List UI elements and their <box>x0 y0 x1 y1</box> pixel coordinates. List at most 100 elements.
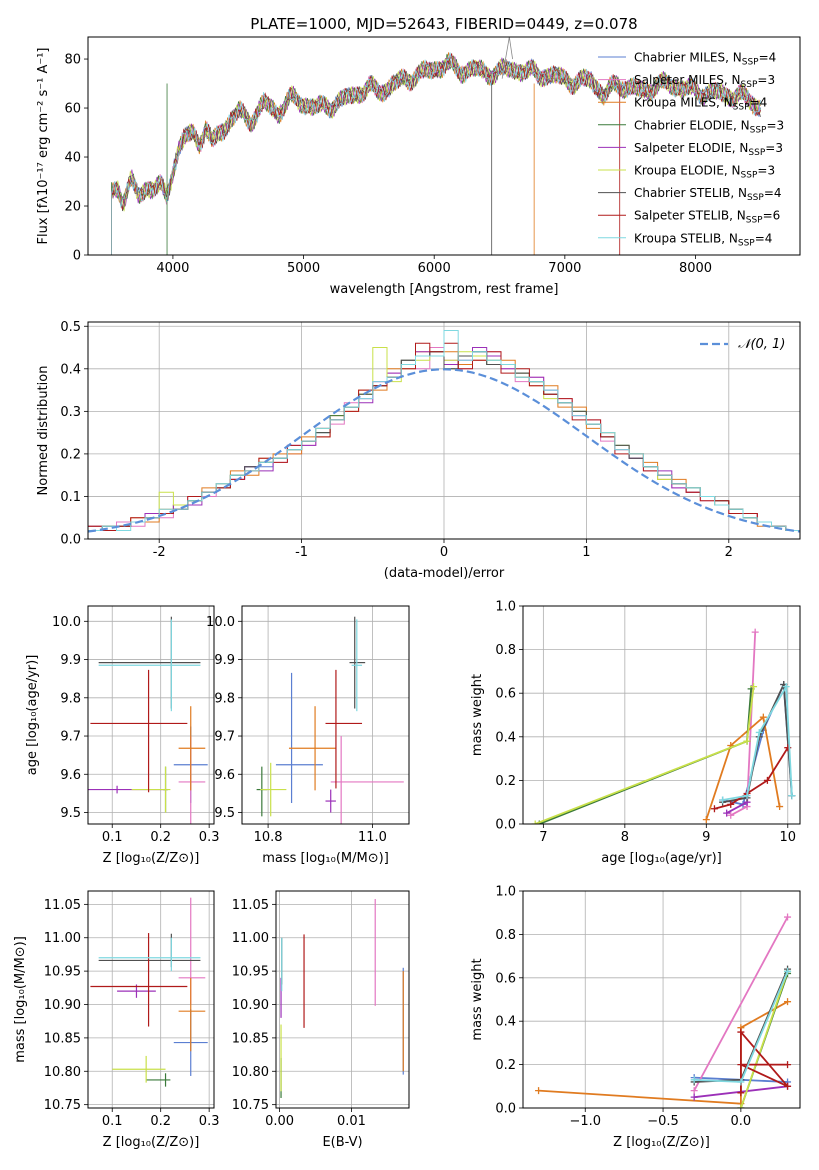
x-tick-label: 0.00 <box>265 1114 294 1129</box>
x-tick-label: 11.0 <box>358 830 387 845</box>
weight-marker <box>702 816 710 824</box>
weight-marker <box>535 1087 543 1095</box>
x-tick-label: -2 <box>153 545 166 560</box>
y-tick-label: 0.3 <box>60 405 81 420</box>
axes-frame <box>87 321 801 540</box>
x-axis-label: Z [log₁₀(Z/Z⊙)] <box>103 851 200 866</box>
weight-marker <box>755 728 763 736</box>
weight-line <box>534 686 755 824</box>
y-tick-label: 9.6 <box>214 768 235 783</box>
axes-frame <box>522 890 801 1109</box>
mass_vs_ebv-panel: 0.00 0.01 10.75 10.80 10.85 10.90 10.95 11.00 11… <box>232 890 410 1150</box>
x-tick-label: 5000 <box>287 261 320 276</box>
legend-entry: Chabrier STELIB, NSSP=4 <box>634 186 782 203</box>
y-tick-label: 0.8 <box>495 928 516 943</box>
age_vs_mass-points <box>256 616 404 824</box>
y-tick-label: 10.90 <box>232 998 269 1013</box>
y-tick-label: 60 <box>64 102 81 117</box>
weight-marker <box>763 776 771 784</box>
axes-frame <box>522 605 801 825</box>
y-tick-label: 9.5 <box>214 806 235 821</box>
y-tick-label: 10.75 <box>232 1098 269 1113</box>
spectrum-line <box>111 52 761 255</box>
y-tick-label: 0.0 <box>495 1102 516 1117</box>
y-tick-label: 0.5 <box>60 320 81 335</box>
y-axis-label: Flux [fλ10⁻¹⁷ erg cm⁻² s⁻¹ A⁻¹] <box>36 48 51 245</box>
y-tick-label: 10.85 <box>44 1031 81 1046</box>
weight-marker <box>737 1078 745 1086</box>
x-tick-label: 8 <box>621 830 629 845</box>
x-tick-label: 0.2 <box>150 1114 171 1129</box>
weight-marker <box>737 1028 745 1036</box>
y-tick-label: 10.95 <box>232 965 269 980</box>
x-tick-label: 0 <box>440 545 448 560</box>
x-tick-label: 0.1 <box>102 830 123 845</box>
weight_vs_Z-series <box>535 913 792 1108</box>
age_vs_mass-panel: 10.8 11.0 9.5 9.6 9.7 9.8 9.9 10.0 mass [log₁₀(M… <box>206 605 410 866</box>
weight-line <box>538 688 752 824</box>
spectrum-legend: Chabrier MILES, NSSP=4 Salpeter MILES, NS… <box>598 51 784 248</box>
x-tick-label: 0.0 <box>731 1114 752 1129</box>
x-tick-label: 8000 <box>679 261 712 276</box>
x-tick-label: 0.1 <box>102 1114 123 1129</box>
y-tick-label: 9.6 <box>60 768 81 783</box>
x-tick-label: 10.8 <box>254 830 283 845</box>
histogram-panel: -2 -1 0 1 2 0.0 0.1 0.2 0.3 0.4 0.5 (data-model)/er… <box>36 320 801 581</box>
weight-marker <box>743 792 751 800</box>
x-tick-label: −0.5 <box>647 1114 679 1129</box>
y-tick-label: 0.8 <box>495 643 516 658</box>
y-tick-label: 10.80 <box>44 1065 81 1080</box>
y-tick-label: 0.4 <box>495 730 516 745</box>
weight-marker <box>727 800 735 808</box>
y-tick-label: 10.80 <box>232 1065 269 1080</box>
weight-marker <box>690 1093 698 1101</box>
y-tick-label: 0.2 <box>60 447 81 462</box>
weight-marker <box>784 967 792 975</box>
y-tick-label: 10.95 <box>44 965 81 980</box>
weight-marker <box>784 998 792 1006</box>
y-tick-label: 10.0 <box>206 615 235 630</box>
x-tick-label: 0.3 <box>199 830 220 845</box>
age_vs_Z-points <box>88 616 208 824</box>
y-tick-label: 0.4 <box>60 362 81 377</box>
y-tick-label: 0.4 <box>495 1015 516 1030</box>
x-tick-label: 7 <box>539 830 547 845</box>
axes-frame <box>87 605 215 825</box>
y-tick-label: 11.05 <box>44 898 81 913</box>
age_vs_Z-panel: 0.1 0.2 0.3 9.5 9.6 9.7 9.8 9.9 10.0 Z [log₁₀(Z/Z… <box>25 605 220 866</box>
x-tick-label: -1 <box>295 545 308 560</box>
y-tick-label: 9.7 <box>214 730 235 745</box>
y-tick-label: 10.85 <box>232 1031 269 1046</box>
weight-marker <box>759 713 767 721</box>
weight-marker <box>737 1089 745 1097</box>
weight-marker <box>737 1061 745 1069</box>
weight-marker <box>719 796 727 804</box>
y-tick-label: 0.2 <box>495 774 516 789</box>
x-axis-label: wavelength [Angstrom, rest frame] <box>330 282 559 297</box>
mass_vs_Z-panel: 0.1 0.2 0.3 10.75 10.80 10.85 10.90 10.95 11.00 1… <box>13 890 219 1150</box>
y-tick-label: 9.5 <box>60 806 81 821</box>
y-tick-label: 11.05 <box>232 898 269 913</box>
weight-marker <box>784 1082 792 1090</box>
weight-marker <box>690 1087 698 1095</box>
y-tick-label: 9.9 <box>60 653 81 668</box>
weight-marker <box>727 811 735 819</box>
legend-entry: Kroupa STELIB, NSSP=4 <box>634 231 772 248</box>
y-tick-label: 10.0 <box>52 615 81 630</box>
y-tick-label: 1.0 <box>495 600 516 615</box>
y-tick-label: 20 <box>64 200 81 215</box>
legend-entry: Chabrier ELODIE, NSSP=3 <box>634 118 784 135</box>
weight-marker <box>750 683 758 691</box>
spectrum-line <box>111 53 761 255</box>
axes-frame <box>87 890 215 1109</box>
y-tick-label: 40 <box>64 151 81 166</box>
legend-entry: Chabrier MILES, NSSP=4 <box>634 51 776 68</box>
mass_vs_Z-points <box>90 897 208 1087</box>
y-axis-label: Normed distribution <box>36 366 51 496</box>
x-tick-label: 0.2 <box>150 830 171 845</box>
x-tick-label: 0.01 <box>337 1114 366 1129</box>
x-tick-label: 4000 <box>156 261 189 276</box>
x-axis-label: Z [log₁₀(Z/Z⊙)] <box>103 1135 200 1150</box>
weight-marker <box>710 805 718 813</box>
